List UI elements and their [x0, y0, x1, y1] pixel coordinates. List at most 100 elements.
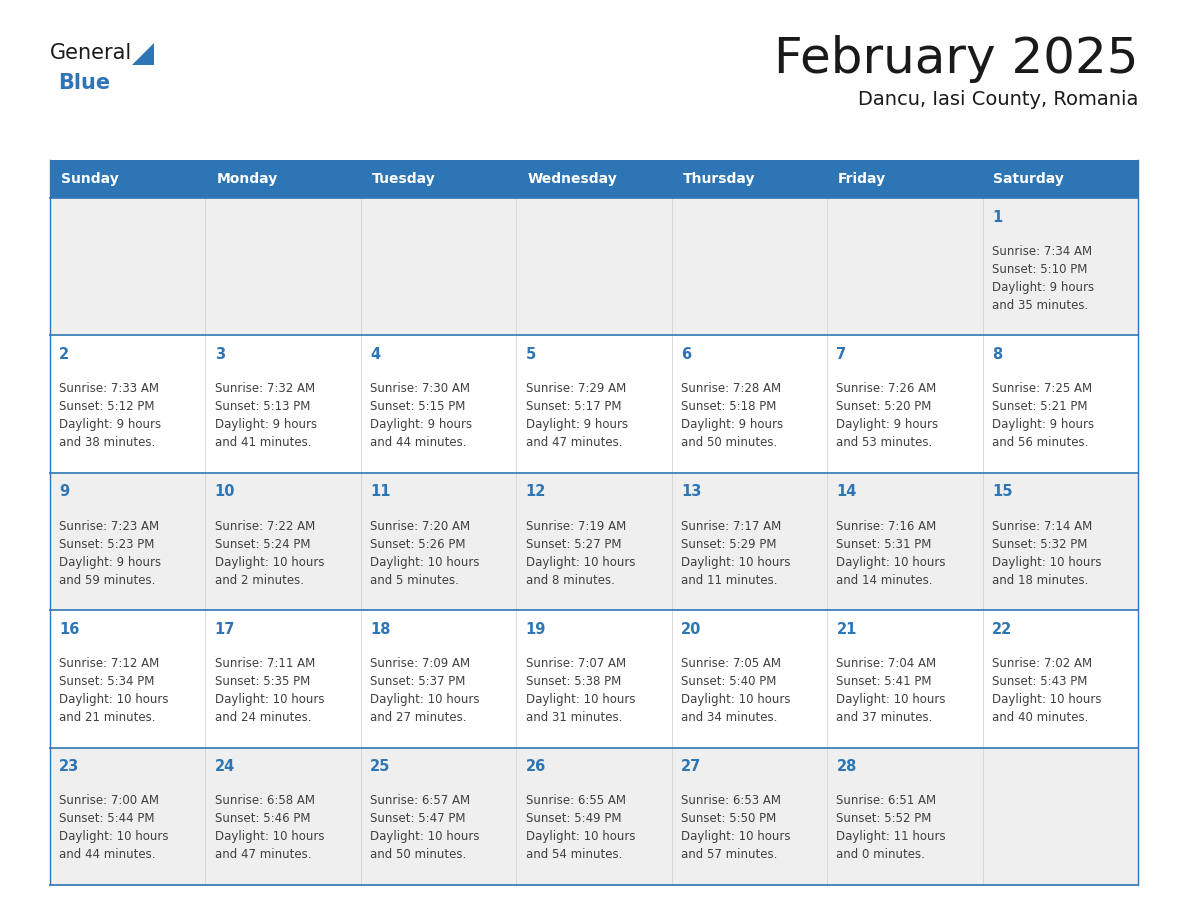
- Text: Sunrise: 7:20 AM
Sunset: 5:26 PM
Daylight: 10 hours
and 5 minutes.: Sunrise: 7:20 AM Sunset: 5:26 PM Dayligh…: [371, 520, 480, 587]
- Text: Tuesday: Tuesday: [372, 172, 436, 186]
- Bar: [361, 335, 517, 473]
- Text: Sunrise: 7:28 AM
Sunset: 5:18 PM
Daylight: 9 hours
and 50 minutes.: Sunrise: 7:28 AM Sunset: 5:18 PM Dayligh…: [681, 382, 783, 449]
- Text: Sunrise: 7:23 AM
Sunset: 5:23 PM
Daylight: 9 hours
and 59 minutes.: Sunrise: 7:23 AM Sunset: 5:23 PM Dayligh…: [59, 520, 162, 587]
- Bar: [827, 473, 982, 610]
- Text: 10: 10: [215, 485, 235, 499]
- Text: 15: 15: [992, 485, 1012, 499]
- Text: 22: 22: [992, 621, 1012, 637]
- Bar: [517, 747, 671, 885]
- Text: Sunrise: 6:51 AM
Sunset: 5:52 PM
Daylight: 11 hours
and 0 minutes.: Sunrise: 6:51 AM Sunset: 5:52 PM Dayligh…: [836, 794, 946, 861]
- Bar: [517, 198, 671, 335]
- Text: 13: 13: [681, 485, 701, 499]
- Text: Sunrise: 7:11 AM
Sunset: 5:35 PM
Daylight: 10 hours
and 24 minutes.: Sunrise: 7:11 AM Sunset: 5:35 PM Dayligh…: [215, 657, 324, 724]
- Bar: [982, 473, 1138, 610]
- Text: 20: 20: [681, 621, 701, 637]
- Polygon shape: [132, 43, 154, 65]
- Text: 25: 25: [371, 759, 391, 774]
- Text: Friday: Friday: [838, 172, 886, 186]
- Text: 2: 2: [59, 347, 69, 362]
- Text: 23: 23: [59, 759, 80, 774]
- Text: 7: 7: [836, 347, 847, 362]
- Text: Sunrise: 7:25 AM
Sunset: 5:21 PM
Daylight: 9 hours
and 56 minutes.: Sunrise: 7:25 AM Sunset: 5:21 PM Dayligh…: [992, 382, 1094, 449]
- Text: Sunrise: 7:12 AM
Sunset: 5:34 PM
Daylight: 10 hours
and 21 minutes.: Sunrise: 7:12 AM Sunset: 5:34 PM Dayligh…: [59, 657, 169, 724]
- Text: 19: 19: [525, 621, 546, 637]
- Text: 9: 9: [59, 485, 69, 499]
- Bar: [206, 610, 361, 747]
- Text: Monday: Monday: [216, 172, 278, 186]
- Text: 24: 24: [215, 759, 235, 774]
- Bar: [361, 198, 517, 335]
- Text: 6: 6: [681, 347, 691, 362]
- Bar: [671, 473, 827, 610]
- Text: 5: 5: [525, 347, 536, 362]
- Text: Sunrise: 7:19 AM
Sunset: 5:27 PM
Daylight: 10 hours
and 8 minutes.: Sunrise: 7:19 AM Sunset: 5:27 PM Dayligh…: [525, 520, 636, 587]
- Text: 17: 17: [215, 621, 235, 637]
- Text: Sunrise: 7:30 AM
Sunset: 5:15 PM
Daylight: 9 hours
and 44 minutes.: Sunrise: 7:30 AM Sunset: 5:15 PM Dayligh…: [371, 382, 473, 449]
- Text: 3: 3: [215, 347, 225, 362]
- Bar: [982, 160, 1138, 198]
- Bar: [517, 160, 671, 198]
- Bar: [361, 160, 517, 198]
- Text: 4: 4: [371, 347, 380, 362]
- Bar: [517, 335, 671, 473]
- Text: 27: 27: [681, 759, 701, 774]
- Text: Sunrise: 7:32 AM
Sunset: 5:13 PM
Daylight: 9 hours
and 41 minutes.: Sunrise: 7:32 AM Sunset: 5:13 PM Dayligh…: [215, 382, 317, 449]
- Bar: [50, 473, 206, 610]
- Text: Sunrise: 6:53 AM
Sunset: 5:50 PM
Daylight: 10 hours
and 57 minutes.: Sunrise: 6:53 AM Sunset: 5:50 PM Dayligh…: [681, 794, 790, 861]
- Bar: [206, 473, 361, 610]
- Text: Sunday: Sunday: [61, 172, 119, 186]
- Text: Sunrise: 6:55 AM
Sunset: 5:49 PM
Daylight: 10 hours
and 54 minutes.: Sunrise: 6:55 AM Sunset: 5:49 PM Dayligh…: [525, 794, 636, 861]
- Bar: [50, 335, 206, 473]
- Bar: [206, 335, 361, 473]
- Bar: [982, 610, 1138, 747]
- Text: Sunrise: 6:58 AM
Sunset: 5:46 PM
Daylight: 10 hours
and 47 minutes.: Sunrise: 6:58 AM Sunset: 5:46 PM Dayligh…: [215, 794, 324, 861]
- Text: 21: 21: [836, 621, 857, 637]
- Text: 16: 16: [59, 621, 80, 637]
- Text: 12: 12: [525, 485, 546, 499]
- Bar: [517, 610, 671, 747]
- Text: Blue: Blue: [58, 73, 110, 93]
- Text: Sunrise: 7:09 AM
Sunset: 5:37 PM
Daylight: 10 hours
and 27 minutes.: Sunrise: 7:09 AM Sunset: 5:37 PM Dayligh…: [371, 657, 480, 724]
- Bar: [827, 610, 982, 747]
- Bar: [361, 473, 517, 610]
- Bar: [671, 610, 827, 747]
- Bar: [206, 198, 361, 335]
- Text: Sunrise: 7:02 AM
Sunset: 5:43 PM
Daylight: 10 hours
and 40 minutes.: Sunrise: 7:02 AM Sunset: 5:43 PM Dayligh…: [992, 657, 1101, 724]
- Text: General: General: [50, 43, 132, 63]
- Text: Sunrise: 6:57 AM
Sunset: 5:47 PM
Daylight: 10 hours
and 50 minutes.: Sunrise: 6:57 AM Sunset: 5:47 PM Dayligh…: [371, 794, 480, 861]
- Bar: [671, 160, 827, 198]
- Bar: [982, 747, 1138, 885]
- Text: 26: 26: [525, 759, 545, 774]
- Text: Sunrise: 7:00 AM
Sunset: 5:44 PM
Daylight: 10 hours
and 44 minutes.: Sunrise: 7:00 AM Sunset: 5:44 PM Dayligh…: [59, 794, 169, 861]
- Text: Sunrise: 7:26 AM
Sunset: 5:20 PM
Daylight: 9 hours
and 53 minutes.: Sunrise: 7:26 AM Sunset: 5:20 PM Dayligh…: [836, 382, 939, 449]
- Text: 18: 18: [371, 621, 391, 637]
- Bar: [827, 198, 982, 335]
- Bar: [827, 335, 982, 473]
- Bar: [206, 160, 361, 198]
- Bar: [671, 747, 827, 885]
- Text: February 2025: February 2025: [773, 35, 1138, 83]
- Bar: [206, 747, 361, 885]
- Text: Sunrise: 7:22 AM
Sunset: 5:24 PM
Daylight: 10 hours
and 2 minutes.: Sunrise: 7:22 AM Sunset: 5:24 PM Dayligh…: [215, 520, 324, 587]
- Text: 11: 11: [371, 485, 391, 499]
- Text: 28: 28: [836, 759, 857, 774]
- Text: Sunrise: 7:16 AM
Sunset: 5:31 PM
Daylight: 10 hours
and 14 minutes.: Sunrise: 7:16 AM Sunset: 5:31 PM Dayligh…: [836, 520, 946, 587]
- Bar: [671, 335, 827, 473]
- Text: Wednesday: Wednesday: [527, 172, 617, 186]
- Bar: [361, 747, 517, 885]
- Bar: [827, 747, 982, 885]
- Text: Sunrise: 7:29 AM
Sunset: 5:17 PM
Daylight: 9 hours
and 47 minutes.: Sunrise: 7:29 AM Sunset: 5:17 PM Dayligh…: [525, 382, 627, 449]
- Text: 8: 8: [992, 347, 1003, 362]
- Bar: [982, 335, 1138, 473]
- Bar: [361, 610, 517, 747]
- Bar: [671, 198, 827, 335]
- Bar: [517, 473, 671, 610]
- Text: Dancu, Iasi County, Romania: Dancu, Iasi County, Romania: [858, 90, 1138, 109]
- Bar: [827, 160, 982, 198]
- Bar: [982, 198, 1138, 335]
- Text: 1: 1: [992, 209, 1003, 225]
- Bar: [50, 747, 206, 885]
- Text: Sunrise: 7:05 AM
Sunset: 5:40 PM
Daylight: 10 hours
and 34 minutes.: Sunrise: 7:05 AM Sunset: 5:40 PM Dayligh…: [681, 657, 790, 724]
- Text: 14: 14: [836, 485, 857, 499]
- Text: Sunrise: 7:14 AM
Sunset: 5:32 PM
Daylight: 10 hours
and 18 minutes.: Sunrise: 7:14 AM Sunset: 5:32 PM Dayligh…: [992, 520, 1101, 587]
